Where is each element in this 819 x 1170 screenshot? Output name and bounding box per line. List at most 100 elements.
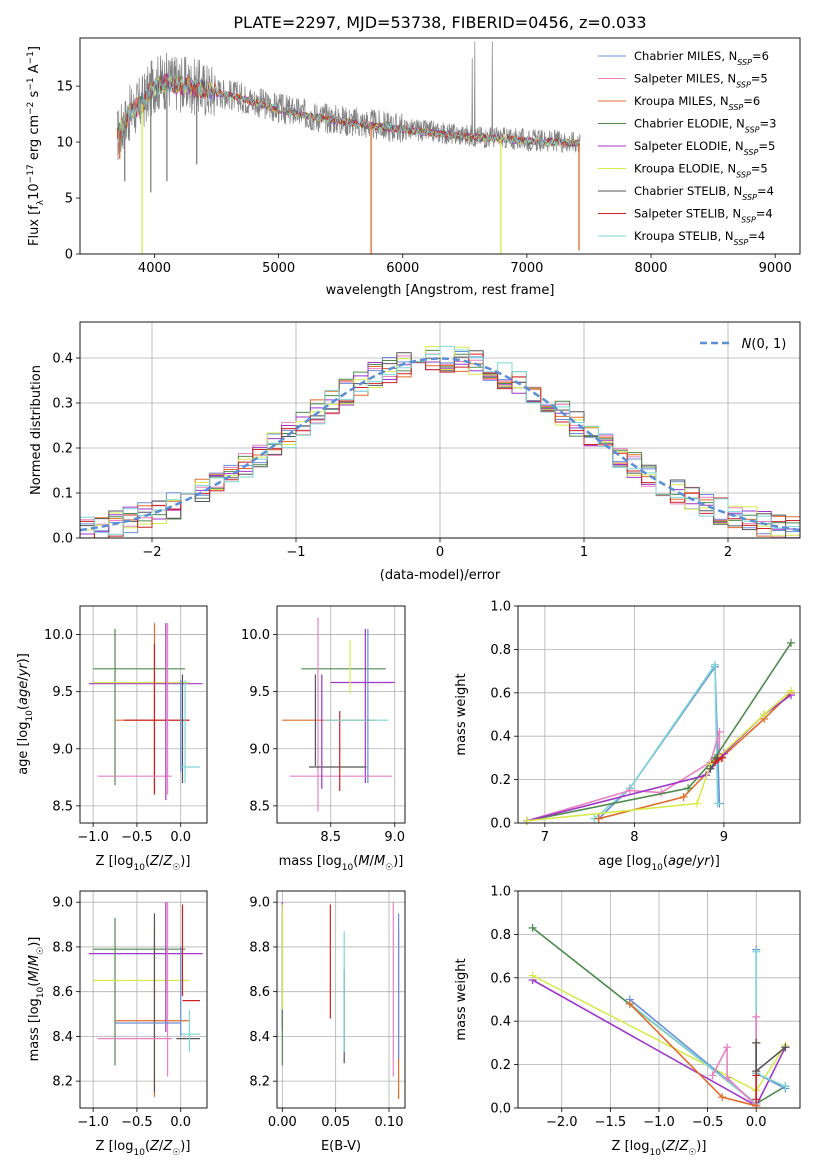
weight-marker xyxy=(752,1012,761,1021)
axes-frame xyxy=(276,605,406,824)
y-tick-label: 8.8 xyxy=(52,940,73,955)
weight-marker xyxy=(718,753,727,762)
y-tick-label: 1.0 xyxy=(490,885,511,900)
y-tick-label: 10.0 xyxy=(241,628,270,643)
y-tick-label: 9.0 xyxy=(249,742,270,757)
weight-marker xyxy=(787,638,796,647)
weight-marker xyxy=(528,923,537,932)
axes-frame xyxy=(79,605,208,824)
model-spectrum-line xyxy=(116,73,581,147)
weight-marker xyxy=(752,1038,761,1047)
x-tick-label: 9 xyxy=(720,830,728,845)
weight-marker xyxy=(760,710,769,719)
axes-frame xyxy=(79,37,801,255)
axes-frame xyxy=(79,890,208,1109)
y-tick-label: 0.4 xyxy=(490,1015,511,1030)
age-vs-metallicity-panel: −1.0 −0.5 0.0 8.5 9.0 9.5 10.0 Z [log10(Z/Z☉)] a… xyxy=(16,605,208,873)
weight-marker xyxy=(693,799,702,808)
x-axis-label: age [log10(age/yr)] xyxy=(598,854,720,873)
y-tick-label: 8.4 xyxy=(52,1030,73,1045)
y-tick-label: 9.5 xyxy=(52,685,73,700)
weight-marker xyxy=(708,1071,717,1080)
y-tick-label: 8.5 xyxy=(52,799,73,814)
weight-marker xyxy=(710,758,719,767)
y-tick-label: 8.6 xyxy=(249,985,270,1000)
weight-series-line xyxy=(526,690,792,822)
legend-entry: Salpeter STELIB, NSSP=4 xyxy=(634,207,773,225)
x-axis-label: mass [log10(M/M☉)] xyxy=(279,854,404,873)
y-tick-label: 8.2 xyxy=(249,1075,270,1090)
x-tick-label: −1.5 xyxy=(595,1115,627,1130)
x-tick-label: 0.0 xyxy=(170,830,191,845)
axes-frame xyxy=(276,890,406,1109)
weight-marker xyxy=(752,1095,761,1104)
weight-marker xyxy=(787,686,796,695)
x-tick-label: 9.0 xyxy=(384,830,405,845)
y-tick-label: 0.4 xyxy=(52,352,73,367)
x-tick-label: 0.00 xyxy=(268,1115,297,1130)
axes-frame xyxy=(517,605,801,824)
y-tick-label: 8.5 xyxy=(249,799,270,814)
model-spectrum-line xyxy=(116,74,581,147)
y-tick-label: 8.2 xyxy=(52,1075,73,1090)
weight-lines xyxy=(522,638,796,825)
axes-frame xyxy=(79,321,801,539)
legend-entry: Kroupa STELIB, NSSP=4 xyxy=(634,229,765,247)
weight-series-line xyxy=(709,757,719,770)
x-tick-label: 7 xyxy=(541,830,549,845)
weight-marker xyxy=(715,727,724,736)
weight-marker xyxy=(781,1082,790,1091)
weight-marker xyxy=(679,792,688,801)
y-tick-label: 8.6 xyxy=(52,985,73,1000)
weight-marker xyxy=(713,799,722,808)
x-axis-label: wavelength [Angstrom, rest frame] xyxy=(326,283,555,298)
y-tick-label: 0.2 xyxy=(490,773,511,788)
y-tick-label: 10.0 xyxy=(44,628,73,643)
legend: Chabrier MILES, NSSP=6 Salpeter MILES, NS… xyxy=(598,49,776,247)
weight-marker xyxy=(723,1043,732,1052)
y-axis-label: mass weight xyxy=(454,958,469,1040)
weight-series-line xyxy=(714,757,723,763)
y-axis-label: age [log10(age/yr)] xyxy=(16,653,35,775)
weight-vs-age-panel: 7 8 9 0.0 0.2 0.4 0.6 0.8 1.0 mass weight age [log… xyxy=(454,600,801,873)
weight-vs-metallicity-panel: −2.0 −1.5 −1.0 −0.5 0.0 0.0 0.2 0.4 0.6 0.8 1.0 mas… xyxy=(454,885,801,1158)
legend-entry: Chabrier STELIB, NSSP=4 xyxy=(634,184,774,202)
y-tick-label: 9.0 xyxy=(249,896,270,911)
x-tick-label: −1.0 xyxy=(77,830,109,845)
mass-vs-ebv-panel: 0.00 0.05 0.10 8.2 8.4 8.6 8.8 9.0 E(B-V) xyxy=(249,890,406,1154)
weight-marker xyxy=(710,660,719,669)
x-axis-label: Z [log10(Z/Z☉)] xyxy=(96,854,191,873)
legend-entry: N(0, 1) xyxy=(742,337,787,352)
x-tick-label: −1.0 xyxy=(643,1115,675,1130)
weight-series-line xyxy=(598,664,721,820)
age-vs-mass-panel: 8.5 9.0 8.5 9.0 9.5 10.0 mass [log10(M/M☉)] xyxy=(241,605,406,873)
weight-lines xyxy=(528,923,790,1110)
x-tick-label: 8000 xyxy=(634,261,667,276)
x-tick-label: 0.0 xyxy=(746,1115,767,1130)
x-tick-label: 0.05 xyxy=(321,1115,350,1130)
y-tick-label: 0.2 xyxy=(52,442,73,457)
weight-series-line xyxy=(526,642,792,822)
x-tick-label: 2 xyxy=(724,545,732,560)
y-tick-label: 0.0 xyxy=(490,1102,511,1117)
y-tick-label: 0.2 xyxy=(490,1058,511,1073)
y-tick-label: 0.8 xyxy=(490,643,511,658)
y-tick-label: 9.0 xyxy=(52,896,73,911)
weight-marker xyxy=(718,1093,727,1102)
y-tick-label: 10 xyxy=(56,136,73,151)
weight-marker xyxy=(752,947,761,956)
legend-entry: Chabrier ELODIE, NSSP=3 xyxy=(634,117,776,135)
y-tick-label: 0 xyxy=(65,248,73,263)
y-tick-label: 15 xyxy=(56,80,73,95)
x-axis-label: Z [log10(Z/Z☉)] xyxy=(96,1139,191,1158)
x-tick-label: 0 xyxy=(436,545,444,560)
histogram-series xyxy=(80,345,800,538)
x-tick-label: 0.10 xyxy=(375,1115,404,1130)
y-tick-label: 0.3 xyxy=(52,397,73,412)
x-tick-label: −0.5 xyxy=(121,1115,153,1130)
residuals-panel: −2 −1 0 1 2 0.0 0.1 0.2 0.3 0.4 (data-model)/error… xyxy=(29,321,801,583)
y-tick-label: 9.0 xyxy=(52,742,73,757)
weight-series-line xyxy=(526,694,792,822)
x-tick-label: 0.0 xyxy=(170,1115,191,1130)
weight-marker xyxy=(781,1043,790,1052)
